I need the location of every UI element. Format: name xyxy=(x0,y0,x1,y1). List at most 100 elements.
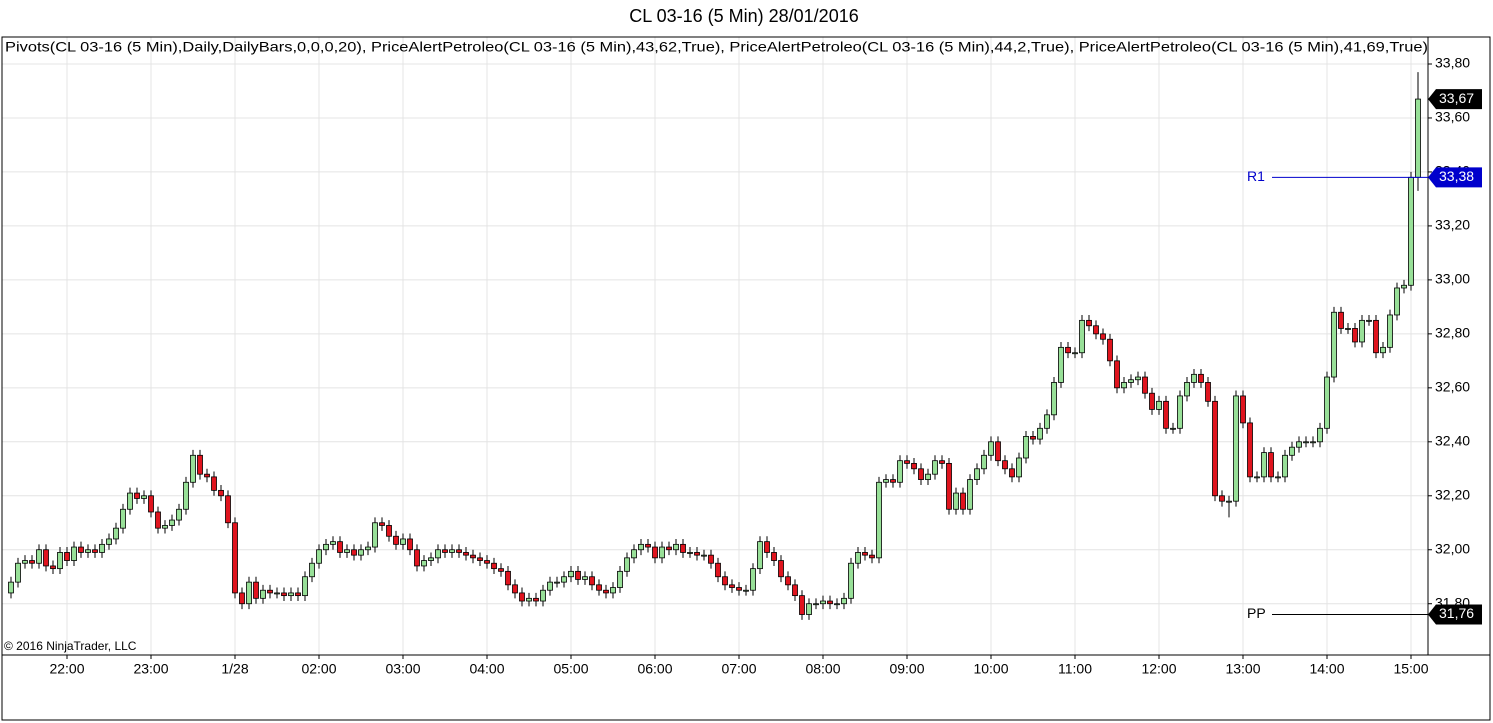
candle-body xyxy=(1037,427,1043,440)
candle-body xyxy=(540,589,546,602)
chart-title: CL 03-16 (5 Min) 28/01/2016 xyxy=(629,6,858,26)
candle-body xyxy=(932,460,938,475)
candle-body xyxy=(386,525,392,537)
candle-body xyxy=(169,519,175,526)
candle-body xyxy=(358,549,364,556)
candle-body xyxy=(176,508,182,521)
candle-body xyxy=(92,549,98,553)
candle-body xyxy=(162,525,168,529)
candle-body xyxy=(876,481,882,559)
candle-body xyxy=(78,546,84,553)
y-tick-label: 32,60 xyxy=(1435,379,1470,395)
candle-body xyxy=(225,495,231,524)
candle-body xyxy=(442,549,448,553)
candle-body xyxy=(1254,476,1260,479)
candle-body xyxy=(1394,287,1400,316)
candle-body xyxy=(281,592,287,597)
candle-body xyxy=(750,568,756,591)
candle-body xyxy=(1016,457,1022,478)
candle-body xyxy=(197,454,203,475)
candle-body xyxy=(1352,328,1358,343)
candle-body xyxy=(330,541,336,545)
candle-body xyxy=(1170,427,1176,430)
candle-body xyxy=(1044,414,1050,429)
candle-body xyxy=(981,454,987,470)
candle-body xyxy=(736,587,742,591)
candle-body xyxy=(204,473,210,478)
candle-body xyxy=(862,552,868,556)
candle-body xyxy=(638,543,644,551)
grid: 31,8032,0032,2032,4032,6032,8033,0033,20… xyxy=(2,37,1470,677)
candle-body xyxy=(659,546,665,559)
y-tick-label: 32,80 xyxy=(1435,325,1470,341)
candle-body xyxy=(617,570,623,588)
candle-body xyxy=(631,549,637,559)
candle-body xyxy=(239,592,245,605)
x-tick-label: 15:00 xyxy=(1393,661,1428,677)
candle-body xyxy=(764,541,770,553)
candle-body xyxy=(1317,427,1323,443)
pivot-name: R1 xyxy=(1247,168,1265,184)
candle-body xyxy=(71,546,77,561)
candle-body xyxy=(1415,98,1421,178)
candle-body xyxy=(1009,468,1015,478)
candle-body xyxy=(603,589,609,594)
candle-body xyxy=(1275,476,1281,479)
candle-body xyxy=(1240,395,1246,424)
candle-body xyxy=(393,535,399,545)
candle-body xyxy=(967,479,973,510)
candle-body xyxy=(1282,454,1288,478)
candle-body xyxy=(1310,441,1316,444)
y-tick-label: 33,80 xyxy=(1435,55,1470,71)
candle-body xyxy=(1233,395,1239,502)
candle-body xyxy=(918,468,924,480)
candle-body xyxy=(1156,400,1162,410)
candle-body xyxy=(50,565,56,570)
candle-body xyxy=(1149,392,1155,410)
candle-body xyxy=(890,479,896,483)
candle-body xyxy=(1366,319,1372,322)
candle-body xyxy=(57,552,63,570)
candle-body xyxy=(379,522,385,526)
candle-body xyxy=(337,541,343,553)
candle-body xyxy=(792,584,798,597)
x-tick-label: 04:00 xyxy=(469,661,504,677)
candle-body xyxy=(680,543,686,553)
candle-body xyxy=(1338,311,1344,329)
candle-body xyxy=(673,543,679,551)
y-tick-label: 33,20 xyxy=(1435,217,1470,233)
candle-body xyxy=(8,581,14,594)
x-tick-label: 14:00 xyxy=(1309,661,1344,677)
y-tick-label: 32,00 xyxy=(1435,540,1470,556)
candle-body xyxy=(85,549,91,553)
candle-body xyxy=(1072,352,1078,355)
candle-body xyxy=(463,552,469,556)
y-tick-label: 32,40 xyxy=(1435,433,1470,449)
candle-body xyxy=(148,495,154,513)
candle-body xyxy=(652,546,658,559)
candle-body xyxy=(106,538,112,545)
candle-body xyxy=(785,576,791,586)
candle-body xyxy=(575,570,581,580)
candle-body xyxy=(302,576,308,597)
y-tick-label: 32,20 xyxy=(1435,486,1470,502)
candle-body xyxy=(1401,284,1407,289)
candle-body xyxy=(99,543,105,553)
candle-body xyxy=(407,538,413,551)
candle-body xyxy=(526,597,532,602)
candle-body xyxy=(1247,422,1253,478)
candle-body xyxy=(29,560,35,564)
candle-body xyxy=(1128,379,1134,383)
candle-body xyxy=(1177,395,1183,429)
candle-body xyxy=(1373,319,1379,354)
candle-body xyxy=(428,557,434,561)
candle-body xyxy=(1142,376,1148,394)
x-tick-label: 07:00 xyxy=(721,661,756,677)
candle-body xyxy=(743,589,749,592)
candle-body xyxy=(1380,346,1386,354)
candle-body xyxy=(813,603,819,606)
candle-body xyxy=(799,595,805,615)
candle-body xyxy=(820,600,826,605)
x-tick-label: 08:00 xyxy=(805,661,840,677)
